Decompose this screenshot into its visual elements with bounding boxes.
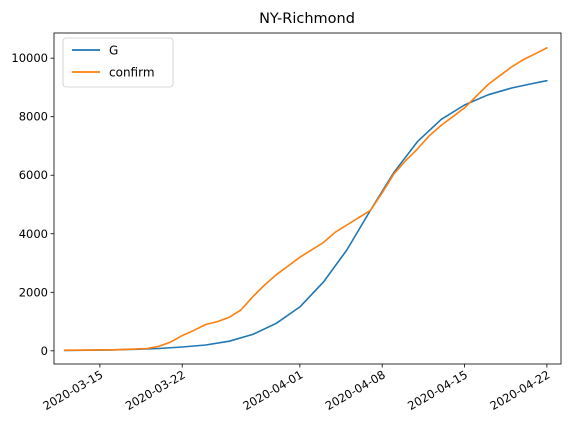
y-tick-label: 0: [41, 344, 48, 358]
legend-label-g: G: [109, 44, 118, 58]
axes: 0 2000 4000 6000 8000 10000 2020-03-15 2020-03-…: [11, 33, 561, 413]
x-tick-label: 2020-04-08: [323, 367, 388, 413]
x-tick-label: 2020-04-15: [405, 367, 470, 413]
y-tick-label: 8000: [19, 110, 48, 124]
y-tick-label: 4000: [19, 227, 48, 241]
x-tick-label: 2020-04-01: [240, 367, 305, 413]
chart-title: NY-Richmond: [259, 11, 355, 27]
plot-area: [65, 48, 547, 351]
series-line-confirm: [65, 48, 547, 350]
y-tick-label: 6000: [19, 168, 48, 182]
x-tick-label: 2020-04-22: [487, 367, 552, 413]
series-line-g: [65, 81, 547, 351]
x-tick-label: 2020-03-15: [40, 367, 105, 413]
legend-label-confirm: confirm: [109, 66, 155, 80]
y-tick-label: 2000: [19, 285, 48, 299]
x-tick-label: 2020-03-22: [123, 367, 188, 413]
y-tick-label: 10000: [11, 51, 48, 65]
